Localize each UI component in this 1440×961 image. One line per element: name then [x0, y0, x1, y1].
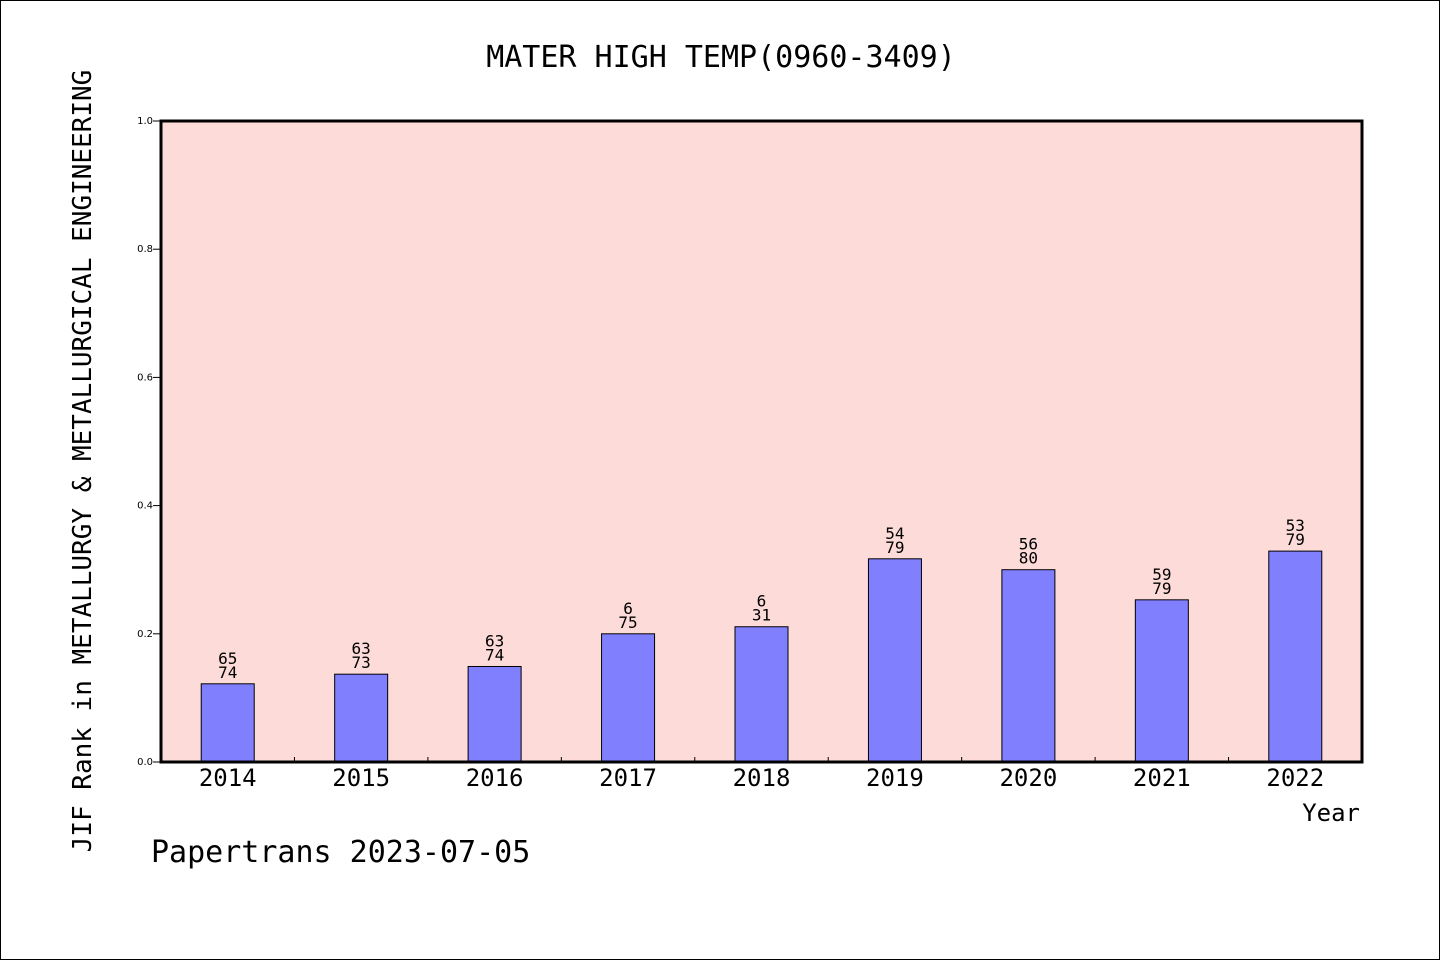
plot-border: [159, 119, 1364, 764]
y-tick-label: 0.0: [137, 757, 153, 768]
bar-2022: [1268, 550, 1323, 763]
bars: [200, 550, 1323, 763]
bar-2021: [1134, 599, 1189, 763]
bar-label-total: 79: [885, 538, 904, 557]
bar-2017: [601, 633, 656, 763]
x-tick-label: 2019: [866, 764, 924, 792]
bar-2015: [334, 673, 389, 763]
bar-label-total: 31: [752, 606, 771, 625]
bar-label-rank: 63: [485, 631, 504, 650]
y-axis-label: JIF Rank in METALLURGY & METALLURGICAL E…: [68, 70, 98, 853]
bar-label-total: 73: [352, 653, 371, 672]
y-tick-label: 0.6: [137, 372, 153, 383]
bar-label-rank: 59: [1152, 565, 1171, 584]
y-tick-label: 0.8: [137, 244, 153, 255]
bar-label-rank: 65: [218, 649, 237, 668]
bar-label-rank: 53: [1286, 516, 1305, 535]
y-tick-label: 1.0: [137, 116, 153, 127]
bar-label-total: 80: [1019, 549, 1038, 568]
footer-text: Papertrans 2023-07-05: [151, 835, 531, 870]
x-axis-label: Year: [1302, 799, 1360, 827]
bar-label-total: 74: [218, 663, 237, 682]
x-axis: 2014 2015 2016 2017 2018 2019 2020 2021 2022: [199, 757, 1324, 792]
x-tick-label: 2018: [733, 764, 791, 792]
y-tick-label: 0.2: [137, 629, 153, 640]
bar-label-rank: 63: [352, 639, 371, 658]
y-tick-label: 0.4: [137, 501, 153, 512]
x-tick-label: 2022: [1266, 764, 1324, 792]
bar-2014: [200, 683, 255, 763]
bar-label-total: 79: [1152, 579, 1171, 598]
bar-label-rank: 6: [757, 592, 767, 611]
chart-title: MATER HIGH TEMP(0960-3409): [486, 40, 956, 75]
x-tick-label: 2015: [332, 764, 390, 792]
bar-2020: [1001, 569, 1056, 763]
bar-label-total: 74: [485, 645, 504, 664]
bar-2018: [734, 626, 789, 763]
bar-label-rank: 54: [885, 524, 904, 543]
bar-label-total: 75: [618, 613, 637, 632]
x-tick-label: 2016: [466, 764, 524, 792]
bar-label-rank: 56: [1019, 535, 1038, 554]
x-tick-label: 2021: [1133, 764, 1191, 792]
x-tick-label: 2017: [599, 764, 657, 792]
x-tick-label: 2020: [999, 764, 1057, 792]
x-tick-label: 2014: [199, 764, 257, 792]
bar-2016: [467, 665, 522, 763]
bar-label-rank: 6: [623, 599, 633, 618]
y-axis: 0.0 0.2 0.4 0.6 0.8 1.0: [137, 116, 161, 768]
bar-label-total: 79: [1286, 530, 1305, 549]
bar-2019: [867, 558, 922, 763]
